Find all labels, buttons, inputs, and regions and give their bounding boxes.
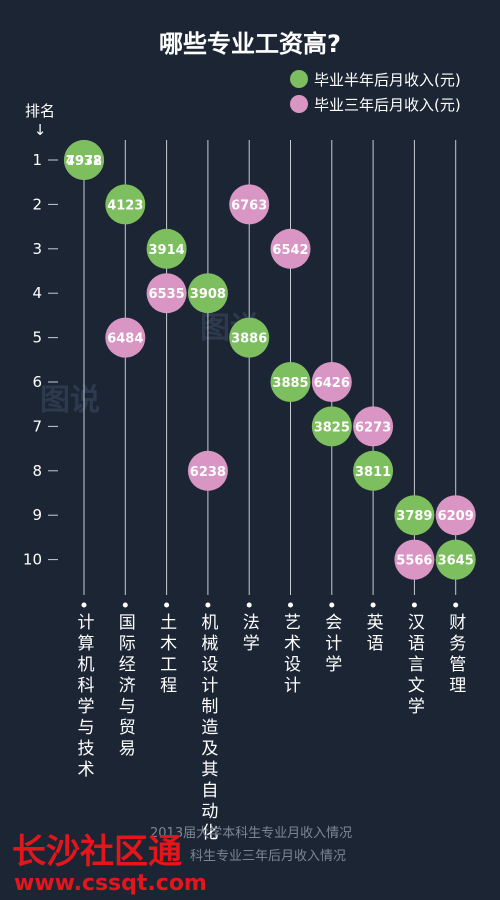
category-label: 会计学 xyxy=(325,613,342,675)
footer-line-2: 科生专业三年后月收入情况 xyxy=(190,849,346,864)
category-label: 财务管理 xyxy=(449,613,466,696)
bubbles: 7932 6484 6535 6238 6763 6542 6426 6273 5566 6209… xyxy=(64,140,476,580)
bubble xyxy=(394,539,435,580)
category-label: 土木工程 xyxy=(160,613,177,696)
bubble xyxy=(435,539,476,580)
bubble xyxy=(229,184,270,225)
bubble xyxy=(229,317,270,358)
rank-tick-label: 9 xyxy=(32,506,42,524)
category-dot xyxy=(329,602,335,608)
bubble-value-label: 6542 xyxy=(272,243,308,258)
legend-swatch-three-year xyxy=(290,95,308,113)
rank-tick-label: 5 xyxy=(32,329,42,347)
bubble-value-label: 6484 xyxy=(107,332,143,347)
category-label: 法学 xyxy=(243,613,260,654)
bubble-value-label: 5566 xyxy=(396,554,432,569)
category-dot xyxy=(370,602,376,608)
bubble-value-label: 3914 xyxy=(149,243,185,258)
rank-axis-arrow: ↓ xyxy=(34,121,47,139)
bubble-value-label: 6535 xyxy=(149,287,185,302)
bubble xyxy=(311,362,352,402)
bubble-value-label: 3811 xyxy=(355,465,391,480)
bubble xyxy=(146,228,187,269)
legend-swatch-half-year xyxy=(290,70,308,88)
category-dot xyxy=(81,602,87,608)
rank-tick-label: 7 xyxy=(32,417,42,435)
legend: 毕业半年后月收入(元) 毕业三年后月收入(元) xyxy=(290,70,461,114)
bubble-value-label: 6763 xyxy=(231,198,267,213)
chart-title: 哪些专业工资高? xyxy=(159,30,341,58)
bubble xyxy=(64,140,104,180)
bubble-value-label: 6209 xyxy=(438,509,474,524)
bubble xyxy=(105,184,146,225)
bubble-value-label: 3885 xyxy=(272,376,308,391)
bubble-value-label: 3645 xyxy=(438,554,474,569)
category-dot xyxy=(288,602,293,608)
rank-tick-label: 4 xyxy=(32,284,42,302)
bubble xyxy=(311,406,352,447)
category-label: 机械设计制造及其自动化 xyxy=(201,613,218,843)
bubble-value-label: 7932 xyxy=(66,154,102,169)
category-dot xyxy=(411,602,417,608)
bubble xyxy=(270,228,311,269)
bubble xyxy=(353,450,394,491)
site-name: 长沙社区通 xyxy=(12,832,182,872)
watermark-logo: 图说 xyxy=(40,383,100,418)
category-dot xyxy=(122,602,128,608)
bubble xyxy=(394,495,435,536)
bubble xyxy=(353,406,394,447)
category-label: 计算机科学与技术 xyxy=(78,613,95,780)
rank-tick-label: 6 xyxy=(32,373,42,391)
site-url: www.cssqt.com xyxy=(14,871,207,896)
category-label: 国际经济与贸易 xyxy=(119,613,136,759)
bubble-value-label: 3908 xyxy=(190,287,226,302)
footer-line-1: 2013届大学本科生专业月收入情况 xyxy=(150,825,352,841)
category-label: 英语 xyxy=(367,613,384,654)
rank-ticks: 1 2 3 4 5 6 7 8 9 10 xyxy=(23,151,58,569)
rank-tick-label: 10 xyxy=(23,551,42,569)
bubble xyxy=(187,273,228,314)
bubble xyxy=(435,495,476,536)
bubble xyxy=(270,362,311,402)
legend-label-half-year: 毕业半年后月收入(元) xyxy=(314,71,461,89)
site-watermark: 长沙社区通 www.cssqt.com xyxy=(12,832,207,896)
bubble-value-label: 6426 xyxy=(314,376,350,391)
bubble xyxy=(105,317,146,358)
category-dot xyxy=(246,602,252,608)
category-dot xyxy=(205,602,211,608)
rank-tick-label: 3 xyxy=(32,240,42,258)
rank-tick-label: 1 xyxy=(32,151,42,169)
bubble-value-label: 4978 xyxy=(66,154,102,169)
bubble-value-label: 6273 xyxy=(355,420,391,435)
category-label: 艺术设计 xyxy=(284,613,301,696)
footer: 2013届大学本科生专业月收入情况 科生专业三年后月收入情况 xyxy=(150,825,352,864)
category-columns: 计算机科学与技术 国际经济与贸易 土木工程 机械设计制造及其自动化 法学 艺术设计 会计学 英… xyxy=(78,140,466,843)
bubble-value-label: 6238 xyxy=(190,465,226,480)
bubble xyxy=(187,450,228,491)
legend-label-three-year: 毕业三年后月收入(元) xyxy=(314,96,461,114)
rank-tick-label: 2 xyxy=(32,195,42,213)
rank-axis-label: 排名 xyxy=(25,102,55,120)
category-dot xyxy=(453,602,459,608)
bubble-value-label: 3789 xyxy=(396,509,432,524)
bubble xyxy=(146,273,187,314)
category-label: 汉语言文学 xyxy=(408,613,425,717)
bubble-value-label: 3886 xyxy=(231,332,267,347)
category-dot xyxy=(164,602,170,608)
bubble-value-label: 3825 xyxy=(314,420,350,435)
rank-tick-label: 8 xyxy=(32,462,42,480)
bubble-value-label: 4123 xyxy=(107,198,143,213)
